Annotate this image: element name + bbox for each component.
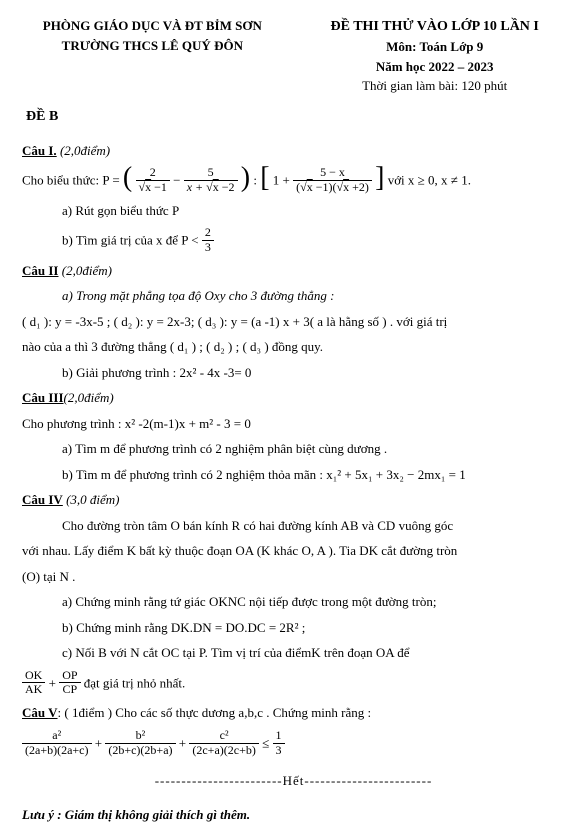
q4-f2d: CP (59, 683, 80, 697)
end-marker: ------------------------Hết-------------… (22, 771, 565, 791)
q1-frac3: 5 − x (√x −1)(√x +2) (293, 166, 372, 195)
q1-f3-den: (√x −1)(√x +2) (293, 181, 372, 195)
q1-f2-den-c: −2 (219, 180, 235, 194)
duration: Thời gian làm bài: 120 phút (304, 76, 565, 96)
q1-expression: Cho biểu thức: P = ( 2 √x −1 − 5 x + √x … (22, 166, 565, 195)
q1-frac1: 2 √x −1 (136, 166, 170, 195)
q1-cond: với x ≥ 0, x ≠ 1. (388, 173, 471, 188)
q5-t3: c² (2c+a)(2c+b) (189, 729, 259, 758)
q1-b-den: 3 (202, 241, 214, 255)
q5-rhs: 1 3 (273, 729, 285, 758)
q5-t2: b² (2b+c)(2b+a) (105, 729, 175, 758)
q3-lead: Cho phương trình : x² -2(m-1)x + m² - 3 … (22, 414, 565, 434)
one-plus: 1 + (273, 173, 293, 188)
q4-p2: với nhau. Lấy điểm K bất kỳ thuộc đoạn O… (22, 541, 565, 561)
q3-title: Câu III (22, 390, 64, 405)
q5-t2d: (2b+c)(2b+a) (105, 744, 175, 758)
variant-label: ĐỀ B (26, 106, 565, 127)
header-left: PHÒNG GIÁO DỤC VÀ ĐT BỈM SƠN TRƯỜNG THCS… (22, 16, 283, 96)
q1-lead: Cho biểu thức: P = (22, 173, 123, 188)
q1-f1-den-post: −1 (151, 180, 167, 194)
q4-b: b) Chứng minh rằng DK.DN = DO.DC = 2R² ; (62, 618, 565, 638)
close-bracket-icon: ] (375, 164, 384, 192)
subject: Môn: Toán Lớp 9 (304, 37, 565, 57)
q4-f2n: OP (59, 669, 80, 684)
q5-points: : ( 1điểm ) Cho các số thực dương a,b,c … (58, 705, 372, 720)
q4-p3: (O) tại N . (22, 567, 565, 587)
q1-f1-num: 2 (136, 166, 170, 181)
q1-f2-den-a: x + √ (187, 180, 213, 194)
q1-f1-den: √x −1 (136, 181, 170, 195)
q1-b: b) Tìm giá trị của x để P < 2 3 (62, 226, 565, 255)
q3-a: a) Tìm m để phương trình có 2 nghiệm phâ… (62, 439, 565, 459)
q5-rd: 3 (273, 744, 285, 758)
q4-c-tail: đạt giá trị nhỏ nhất. (84, 675, 185, 690)
q1-title: Câu I. (22, 143, 57, 158)
q4-a: a) Chứng minh rằng tứ giác OKNC nội tiếp… (62, 592, 565, 612)
q4-frac1: OK AK (22, 669, 45, 698)
q2-title: Câu II (22, 263, 59, 278)
q1-points: (2,0điểm) (57, 143, 110, 158)
colon: : (253, 173, 260, 188)
q1-f2-num: 5 (184, 166, 238, 181)
q2-lines: ( d₁ ): y = -3x-5 ; ( d₂ ): y = 2x-3; ( … (22, 312, 565, 332)
q1-frac2: 5 x + √x −2 (184, 166, 238, 195)
dept: PHÒNG GIÁO DỤC VÀ ĐT BỈM SƠN (22, 16, 283, 36)
q5-title: Câu V (22, 705, 58, 720)
q1-f3-d1: (√ (296, 180, 307, 194)
q1-b-pre: b) Tìm giá trị của x để P < (62, 233, 202, 248)
q3-heading: Câu III(2,0điểm) (22, 388, 565, 408)
q5-t1: a² (2a+b)(2a+c) (22, 729, 92, 758)
footer-note: Lưu ý : Giám thị không giải thích gì thê… (22, 805, 565, 825)
q1-f2-den: x + √x −2 (184, 181, 238, 195)
minus: − (173, 173, 184, 188)
le: ≤ (262, 735, 272, 750)
year: Năm học 2022 – 2023 (304, 57, 565, 77)
school: TRƯỜNG THCS LÊ QUÝ ĐÔN (22, 36, 283, 56)
q5-inequality: a² (2a+b)(2a+c) + b² (2b+c)(2b+a) + c² (… (22, 729, 565, 758)
plus: + (49, 675, 60, 690)
open-paren-icon: ( (123, 164, 132, 192)
q3-b: b) Tìm m để phương trình có 2 nghiệm thỏ… (62, 465, 565, 485)
q5-t3d: (2c+a)(2c+b) (189, 744, 259, 758)
q5-rn: 1 (273, 729, 285, 744)
q2-a: a) Trong mặt phẳng tọa độ Oxy cho 3 đườn… (62, 286, 565, 306)
q1-b-num: 2 (202, 226, 214, 241)
q4-p1: Cho đường tròn tâm O bán kính R có hai đ… (62, 516, 565, 536)
q2-points: (2,0điểm) (59, 263, 112, 278)
q4-c-frac-line: OK AK + OP CP đạt giá trị nhỏ nhất. (22, 669, 565, 698)
plus2: + (179, 735, 190, 750)
q2-heading: Câu II (2,0điểm) (22, 261, 565, 281)
close-paren-icon: ) (241, 164, 250, 192)
q4-points: (3,0 điểm) (63, 492, 120, 507)
q5-t3n: c² (189, 729, 259, 744)
q2-lines2: nào của a thì 3 đường thẳng ( d₁ ) ; ( d… (22, 337, 565, 357)
exam-title: ĐỀ THI THỬ VÀO LỚP 10 LẦN I (304, 16, 565, 37)
q1-f3-d5: +2) (349, 180, 369, 194)
q4-title: Câu IV (22, 492, 63, 507)
q1-a: a) Rút gọn biểu thức P (62, 201, 565, 221)
q4-f1d: AK (22, 683, 45, 697)
q5-t2n: b² (105, 729, 175, 744)
plus1: + (95, 735, 106, 750)
q4-heading: Câu IV (3,0 điểm) (22, 490, 565, 510)
q1-f3-num: 5 − x (293, 166, 372, 181)
q5-t1d: (2a+b)(2a+c) (22, 744, 92, 758)
header: PHÒNG GIÁO DỤC VÀ ĐT BỈM SƠN TRƯỜNG THCS… (22, 16, 565, 96)
q1-heading: Câu I. (2,0điểm) (22, 141, 565, 161)
q4-frac2: OP CP (59, 669, 80, 698)
q1-b-frac: 2 3 (202, 226, 214, 255)
q1-f3-d3: −1)(√ (313, 180, 343, 194)
header-right: ĐỀ THI THỬ VÀO LỚP 10 LẦN I Môn: Toán Lớ… (304, 16, 565, 96)
q4-c: c) Nối B với N cắt OC tại P. Tìm vị trí … (62, 643, 565, 663)
q4-p1-text: Cho đường tròn tâm O bán kính R có hai đ… (62, 518, 453, 533)
q3-points: (2,0điểm) (64, 390, 114, 405)
open-bracket-icon: [ (260, 164, 269, 192)
q5-heading: Câu V: ( 1điểm ) Cho các số thực dương a… (22, 703, 565, 723)
q4-f1n: OK (22, 669, 45, 684)
q5-t1n: a² (22, 729, 92, 744)
q2-b: b) Giải phương trình : 2x² - 4x -3= 0 (62, 363, 565, 383)
